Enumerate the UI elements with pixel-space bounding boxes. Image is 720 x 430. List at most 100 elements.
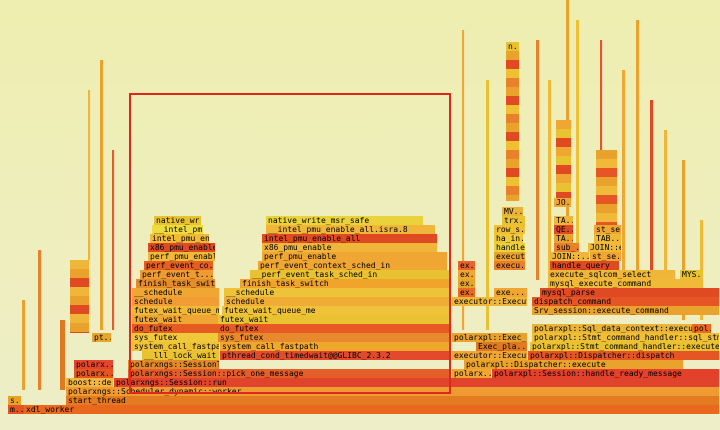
- flame-frame[interactable]: system_call_fastpa...: [132, 342, 220, 351]
- flame-frame[interactable]: x86_pmu_enable: [262, 243, 438, 252]
- flame-frame[interactable]: perf_event_context_sched_in: [258, 261, 448, 270]
- flame-frame[interactable]: futex_wait_queue_me: [132, 306, 220, 315]
- flame-frame[interactable]: polarxngs::SessionTaskQueue::pop: [128, 360, 220, 369]
- flame-frame[interactable]: system_call_fastpath: [220, 342, 452, 351]
- flame-frame[interactable]: polarxngs::Session::run: [114, 378, 720, 387]
- flame-frame-sliver[interactable]: [600, 40, 603, 200]
- flame-frame[interactable]: JO...: [554, 198, 572, 207]
- flame-frame[interactable]: perf_event_t...: [140, 270, 214, 279]
- flame-frame[interactable]: intel_pmu_en...: [150, 234, 210, 243]
- flame-frame-sliver[interactable]: [576, 20, 580, 290]
- flame-frame[interactable]: sub_...: [554, 243, 580, 252]
- flame-frame-sliver[interactable]: [22, 300, 26, 390]
- flame-frame[interactable]: intel_pmu_enable_all: [262, 234, 438, 243]
- flame-frame[interactable]: schedule: [224, 297, 452, 306]
- flame-frame[interactable]: handle_query: [550, 261, 620, 270]
- flame-frame[interactable]: TA...: [554, 234, 574, 243]
- flame-frame[interactable]: native_wr...: [154, 216, 202, 225]
- flame-frame[interactable]: polarxpl::Sql_data_context::execute_sql: [532, 324, 712, 333]
- flame-frame-sliver[interactable]: [112, 150, 115, 330]
- flame-frame[interactable]: do_futex: [132, 324, 220, 333]
- flame-frame[interactable]: dispatch_command: [532, 297, 720, 306]
- flame-frame[interactable]: QE...: [554, 225, 574, 234]
- flame-frame[interactable]: __perf_event_task_sched_in: [250, 270, 450, 279]
- flame-frame[interactable]: mysql_parse: [540, 288, 720, 297]
- flame-frame[interactable]: __schedule: [132, 288, 220, 297]
- flame-frame[interactable]: polarxpl::Session::handle_ready_message: [492, 369, 720, 378]
- flame-frame-sliver[interactable]: [536, 40, 540, 280]
- flame-frame[interactable]: ex...: [458, 279, 476, 288]
- flame-frame-sliver[interactable]: [486, 80, 490, 330]
- flame-frame[interactable]: __intel_pmu_enable_all.isra.8: [266, 225, 436, 234]
- flame-frame[interactable]: polarxpl::Exec_pla...: [452, 333, 528, 342]
- flame-frame[interactable]: Exec_pla...: [476, 342, 528, 351]
- flame-frame[interactable]: perf_pmu_enable: [148, 252, 216, 261]
- flame-frame[interactable]: TAB...: [594, 234, 622, 243]
- flame-frame[interactable]: __lll_lock_wait: [142, 351, 220, 360]
- flame-frame-sliver[interactable]: [596, 150, 618, 225]
- flame-frame[interactable]: polarxngs::Scheduler_dynamic::worker: [66, 387, 720, 396]
- flame-frame[interactable]: execut...: [494, 252, 526, 261]
- flame-frame-sliver[interactable]: [664, 130, 668, 270]
- flame-frame[interactable]: trx...: [502, 216, 526, 225]
- flame-frame[interactable]: pthread_cond_timedwait@@GLIBC_2.3.2: [220, 351, 452, 360]
- flame-frame[interactable]: pol...: [692, 324, 712, 333]
- flame-frame-sliver[interactable]: [60, 320, 66, 390]
- flame-frame[interactable]: Srv_session::execute_command: [532, 306, 720, 315]
- flame-frame[interactable]: exe...: [494, 288, 528, 297]
- flame-frame-sliver[interactable]: [636, 20, 640, 270]
- flame-frame[interactable]: polarxpl::Dispatcher::execute: [464, 360, 684, 369]
- flame-frame[interactable]: do_futex: [218, 324, 452, 333]
- flame-frame[interactable]: perf_event_co...: [144, 261, 214, 270]
- flame-frame[interactable]: finish_task_switch: [136, 279, 216, 288]
- flame-frame-sliver[interactable]: [548, 80, 552, 280]
- flame-frame[interactable]: row_s...: [494, 225, 526, 234]
- flame-frame-sliver[interactable]: [70, 260, 90, 333]
- flame-frame-sliver[interactable]: [88, 90, 91, 330]
- flame-frame[interactable]: ex...: [458, 288, 476, 297]
- flame-frame[interactable]: polarxngs::Session::pick_one_message: [128, 369, 452, 378]
- flame-frame[interactable]: ex...: [458, 270, 476, 279]
- flame-frame[interactable]: xdl_worker: [24, 405, 720, 414]
- flame-frame[interactable]: executor::Executo...: [452, 297, 528, 306]
- flame-frame[interactable]: futex_wait: [132, 315, 220, 324]
- flame-frame[interactable]: execute_sqlcom_select: [548, 270, 676, 279]
- flame-frame[interactable]: JOIN::...: [550, 252, 590, 261]
- flame-frame[interactable]: ha_in...: [494, 234, 524, 243]
- flame-frame[interactable]: polarxpl::Dispatcher::dispatch: [528, 351, 720, 360]
- flame-frame[interactable]: __intel_pm...: [152, 225, 204, 234]
- flame-frame-sliver[interactable]: [100, 60, 104, 330]
- flame-frame[interactable]: polarxpl::Stmt_command_handler::sql_stmt…: [532, 333, 720, 342]
- flame-frame[interactable]: TA...: [554, 216, 574, 225]
- flame-frame[interactable]: MV...: [502, 207, 524, 216]
- flame-frame-sliver[interactable]: [462, 30, 465, 330]
- flame-frame[interactable]: MYS...: [680, 270, 704, 279]
- flame-frame[interactable]: n...: [506, 42, 520, 51]
- flame-frame[interactable]: boost::de...: [66, 378, 114, 387]
- flame-frame[interactable]: start_thread: [66, 396, 720, 405]
- flame-frame[interactable]: polarxpl::Stmt_command_handler::execute: [530, 342, 720, 351]
- flame-frame-sliver[interactable]: [506, 51, 520, 201]
- flame-frame[interactable]: handle...: [494, 243, 526, 252]
- flame-frame[interactable]: x86_pmu_enable: [148, 243, 216, 252]
- flame-frame[interactable]: st_se...: [594, 225, 622, 234]
- flame-frame[interactable]: sys_futex: [218, 333, 452, 342]
- flame-frame[interactable]: ex...: [458, 261, 476, 270]
- flame-frame-sliver[interactable]: [556, 120, 572, 198]
- flame-frame[interactable]: polarx...: [74, 360, 114, 369]
- flame-frame-sliver[interactable]: [682, 160, 686, 320]
- flame-frame[interactable]: s..: [8, 396, 22, 405]
- flame-frame[interactable]: sys_futex: [132, 333, 220, 342]
- flame-frame[interactable]: pt...: [92, 333, 112, 342]
- flame-frame[interactable]: perf_pmu_enable: [262, 252, 448, 261]
- flame-frame[interactable]: futex_wait: [218, 315, 452, 324]
- flame-frame[interactable]: schedule: [132, 297, 220, 306]
- flame-frame-sliver[interactable]: [650, 100, 654, 270]
- flame-frame[interactable]: execu...: [494, 261, 526, 270]
- flame-frame[interactable]: native_write_msr_safe: [266, 216, 424, 225]
- flame-frame[interactable]: JOIN::e...: [588, 243, 622, 252]
- flame-frame[interactable]: polarx...: [74, 369, 114, 378]
- flame-frame-sliver[interactable]: [622, 70, 626, 270]
- flame-frame[interactable]: futex_wait_queue_me: [222, 306, 452, 315]
- flame-frame[interactable]: __schedule: [224, 288, 452, 297]
